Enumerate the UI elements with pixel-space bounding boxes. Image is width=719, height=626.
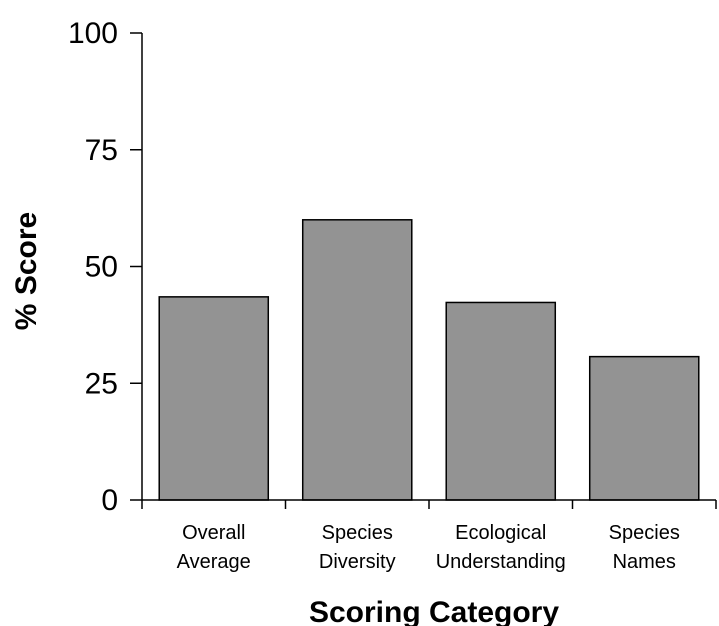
x-category-label-2: Ecological Understanding	[436, 522, 566, 573]
labels-group: 0 25 50 75 100 Overall Average Species Diversity…	[68, 17, 680, 573]
y-tick-label-1: 25	[85, 367, 118, 400]
x-axis-title: Scoring Category	[309, 596, 559, 626]
bars-group	[158, 219, 700, 501]
y-axis-title: % Score	[10, 212, 43, 330]
y-tick-label-3: 75	[85, 134, 118, 167]
y-tick-label-4: 100	[68, 17, 118, 50]
y-tick-label-0: 0	[101, 484, 118, 517]
bar-3	[588, 355, 700, 501]
bar-1	[301, 219, 413, 501]
x-category-label-0: Overall Average	[177, 522, 251, 573]
bar-0	[158, 296, 270, 501]
x-category-label-3: Species Names	[609, 522, 680, 573]
x-category-label-1: Species Diversity	[319, 522, 396, 573]
bar-2	[445, 301, 557, 501]
y-tick-label-2: 50	[85, 251, 118, 284]
axes-group	[130, 32, 717, 509]
